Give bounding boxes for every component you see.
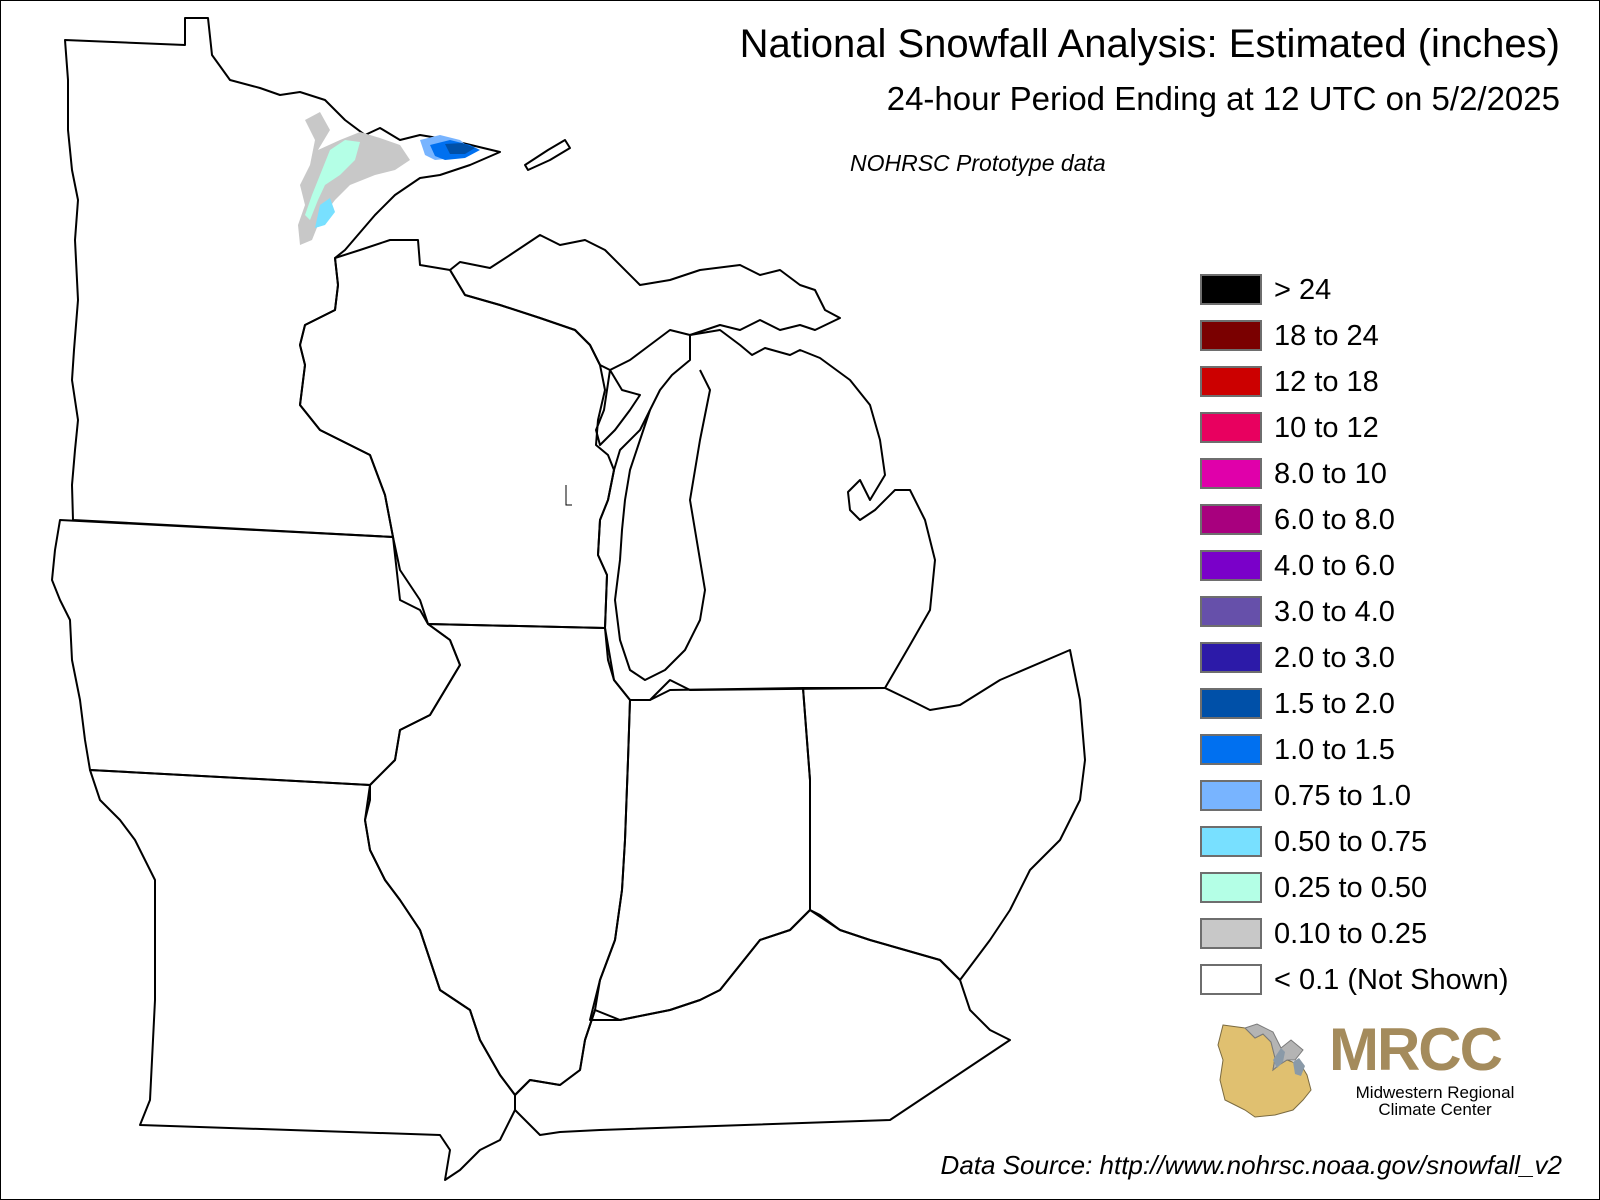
legend-item: 3.0 to 4.0 [1200,594,1580,634]
legend-swatch [1200,550,1262,581]
mrcc-logo-subtitle: Midwestern Regional Climate Center [1335,1084,1535,1118]
mrcc-logo-text: MRCC [1329,1016,1503,1083]
legend-item: 10 to 12 [1200,410,1580,450]
legend-swatch [1200,320,1262,351]
legend-label: 1.0 to 1.5 [1274,734,1395,766]
data-source: Data Source: http://www.nohrsc.noaa.gov/… [940,1150,1562,1180]
legend-swatch [1200,826,1262,857]
mrcc-logo: MRCC Midwestern Regional Climate Center [1215,1016,1555,1125]
legend-swatch [1200,458,1262,489]
snow-band-gray [298,112,410,245]
station-marker [565,485,572,506]
legend-item: 0.50 to 0.75 [1200,824,1580,864]
legend-swatch [1200,918,1262,949]
legend-label: 0.10 to 0.25 [1274,918,1428,950]
legend-label: 3.0 to 4.0 [1274,596,1395,628]
state-michigan-upper [449,234,841,371]
data-note: NOHRSC Prototype data [850,150,1106,176]
state-iowa [51,519,461,786]
state-kentucky [514,909,1011,1136]
legend-swatch [1200,274,1262,305]
door-peninsula [595,369,641,446]
isle-royale [524,139,571,171]
legend-label: 6.0 to 8.0 [1274,504,1395,536]
legend-swatch [1200,734,1262,765]
legend-swatch [1200,504,1262,535]
legend-item: < 0.1 (Not Shown) [1200,962,1580,1002]
state-indiana [589,687,811,1021]
midwest-region-logo-icon [1217,1023,1312,1118]
legend-label: 0.25 to 0.50 [1274,872,1428,904]
legend-item: 12 to 18 [1200,364,1580,404]
legend-item: 1.0 to 1.5 [1200,732,1580,772]
legend-item: 6.0 to 8.0 [1200,502,1580,542]
legend-label: 8.0 to 10 [1274,458,1387,490]
map-subtitle: 24-hour Period Ending at 12 UTC on 5/2/2… [886,80,1560,117]
state-wisconsin [299,239,615,629]
snowfall-overlay [298,112,480,245]
legend-item: 0.10 to 0.25 [1200,916,1580,956]
legend-label: 1.5 to 2.0 [1274,688,1395,720]
legend-item: 8.0 to 10 [1200,456,1580,496]
legend-label: 10 to 12 [1274,412,1379,444]
legend-item: 18 to 24 [1200,318,1580,358]
legend-swatch [1200,596,1262,627]
legend-label: > 24 [1274,274,1332,306]
legend-label: 0.75 to 1.0 [1274,780,1412,812]
legend-swatch [1200,642,1262,673]
legend-swatch [1200,872,1262,903]
legend-item: 0.75 to 1.0 [1200,778,1580,818]
legend-item: 0.25 to 0.50 [1200,870,1580,910]
legend-swatch [1200,964,1262,995]
lake-michigan-lower-mi-west-coast [614,369,711,681]
state-ohio [802,649,1086,981]
legend-item: 1.5 to 2.0 [1200,686,1580,726]
legend-swatch [1200,412,1262,443]
state-minnesota [64,17,501,538]
map-title: National Snowfall Analysis: Estimated (i… [739,22,1560,66]
snow-band-north-shore-dark [445,143,475,154]
legend-label: 4.0 to 6.0 [1274,550,1395,582]
legend-label: < 0.1 (Not Shown) [1274,964,1509,996]
state-michigan-lower [597,329,936,701]
legend-label: 0.50 to 0.75 [1274,826,1428,858]
legend-label: 12 to 18 [1274,366,1379,398]
snow-band-cyan [315,198,335,228]
snow-band-light [305,140,360,220]
legend-swatch [1200,780,1262,811]
mrcc-logo-subtitle-line2: Climate Center [1378,1100,1492,1119]
legend-swatch [1200,366,1262,397]
legend-label: 18 to 24 [1274,320,1379,352]
mrcc-logo-subtitle-line1: Midwestern Regional [1355,1083,1515,1102]
state-missouri [89,769,516,1181]
legend-swatch [1200,688,1262,719]
legend-item: 4.0 to 6.0 [1200,548,1580,588]
legend-label: 2.0 to 3.0 [1274,642,1395,674]
legend-item: > 24 [1200,272,1580,312]
legend-item: 2.0 to 3.0 [1200,640,1580,680]
